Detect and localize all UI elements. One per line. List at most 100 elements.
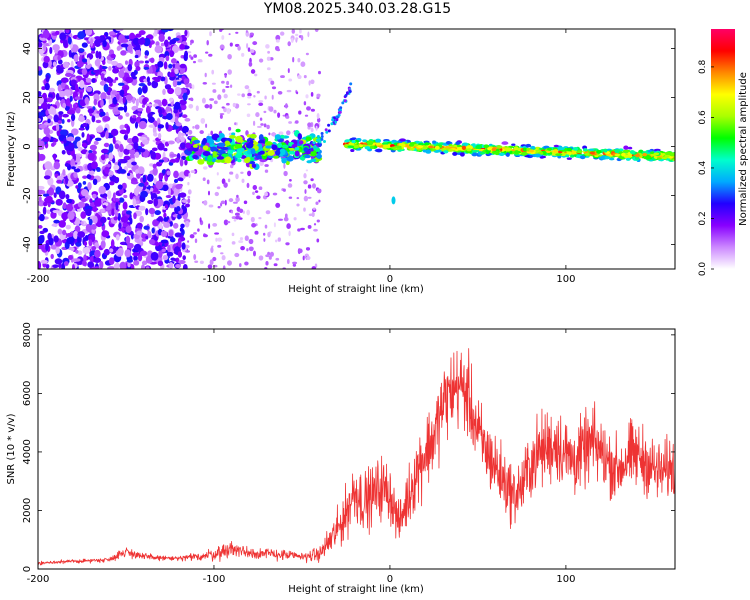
spectrogram-cell <box>114 143 120 150</box>
spectrogram-cell <box>289 147 295 151</box>
spectrogram-cell <box>297 228 301 232</box>
spectrogram-cell <box>137 107 144 112</box>
spectrogram-cell <box>305 52 309 56</box>
spectrogram-cell <box>66 198 73 204</box>
spectrogram-cell <box>226 102 230 106</box>
spectrogram-y-label: Frequency (Hz) <box>6 111 17 187</box>
spectrogram-cell <box>566 147 573 152</box>
spectrogram-cell <box>219 114 223 119</box>
spectrogram-cell <box>55 92 60 101</box>
spectrogram-cell <box>303 207 306 212</box>
spectrogram-cell <box>126 259 134 263</box>
colorbar: 0.0 0.2 0.4 0.6 0.8 Normalized spectral ampl… <box>698 29 749 276</box>
spectrogram-cell <box>42 136 50 143</box>
spectrogram-cell <box>135 65 141 72</box>
spectrogram-cell <box>149 66 153 74</box>
spectrogram-cell <box>85 77 92 83</box>
spectrogram-cell <box>62 113 69 118</box>
spectrogram-cell <box>144 60 149 64</box>
spectrogram-cell <box>94 36 101 40</box>
spectrogram-cell <box>67 211 75 221</box>
spectrogram-cell <box>116 46 121 51</box>
spectrogram-cell <box>214 232 220 235</box>
spectrogram-cell <box>221 35 225 40</box>
spectrogram-cell <box>283 163 286 169</box>
spectrogram-cell <box>150 187 154 192</box>
spectrogram-cell <box>132 198 137 207</box>
spectrogram-cell <box>235 31 239 34</box>
spectrogram-cell <box>258 99 264 103</box>
spectrogram-cell <box>173 178 179 184</box>
spectrogram-cell <box>106 95 111 100</box>
spectrogram-cell <box>58 111 64 115</box>
spectrogram-cell <box>312 141 316 145</box>
spectrogram-cell <box>270 80 275 85</box>
spectrogram-cell <box>38 261 42 269</box>
spectrogram-cell <box>203 200 208 206</box>
spectrogram-cell <box>461 142 469 147</box>
spectrogram-cell <box>216 186 221 190</box>
spectrogram-cell <box>155 41 160 47</box>
spectrogram-cell <box>307 122 312 128</box>
spectrogram-cell <box>85 64 91 69</box>
spectrogram-cell <box>310 158 317 163</box>
spectrogram-cell <box>122 210 127 214</box>
spectrogram-cell <box>295 33 299 37</box>
spectrogram-cell <box>238 208 244 214</box>
spectrogram-cell <box>80 189 89 197</box>
spectrogram-cell <box>238 240 244 244</box>
spectrogram-cell <box>229 164 234 169</box>
spectrogram-cell <box>177 131 182 139</box>
spectrogram-cell <box>122 201 128 210</box>
spectrogram-cell <box>189 42 192 46</box>
spectrogram-cell <box>259 150 265 155</box>
spectrogram-cell <box>165 194 172 199</box>
spectrogram-cell <box>87 108 95 114</box>
spectrogram-x-tick-label: -200 <box>27 274 50 285</box>
spectrogram-cell <box>77 31 85 40</box>
spectrogram-cell <box>246 113 251 118</box>
spectrogram-cell <box>111 90 118 95</box>
spectrogram-cell <box>41 102 48 109</box>
spectrogram-cell <box>148 124 156 128</box>
spectrogram-cell <box>164 204 168 209</box>
spectrogram-cell <box>56 179 63 184</box>
spectrogram-cell <box>221 255 226 261</box>
spectrogram-cell <box>291 29 296 34</box>
spectrogram-cell <box>126 172 131 176</box>
spectrogram-cell <box>167 140 175 145</box>
spectrogram-cell <box>221 48 224 51</box>
spectrogram-cell <box>71 166 76 170</box>
spectrogram-cell <box>448 149 454 152</box>
spectrogram-cell <box>273 109 277 114</box>
spectrogram-cell <box>123 104 128 113</box>
spectrogram-cell <box>99 111 106 117</box>
spectrogram-cell <box>318 140 322 144</box>
spectrogram-cell <box>162 254 169 261</box>
spectrogram-cell <box>179 43 185 50</box>
spectrogram-cell <box>99 64 103 74</box>
spectrogram-cell <box>38 185 45 190</box>
snr-x-tick-label: 0 <box>387 574 393 585</box>
spectrogram-cell <box>258 216 262 220</box>
spectrogram-cell <box>232 201 238 204</box>
spectrogram-cell <box>191 84 195 90</box>
spectrogram-cell <box>131 135 139 144</box>
spectrogram-cell <box>268 255 272 260</box>
spectrogram-cell <box>277 237 282 242</box>
spectrogram-cell <box>381 142 389 146</box>
spectrogram-cell <box>52 44 60 51</box>
spectrogram-cell <box>224 74 227 78</box>
spectrogram-cell <box>163 212 167 219</box>
spectrogram-cell <box>137 253 143 262</box>
spectrogram-cell <box>223 182 228 188</box>
spectrogram-cell <box>166 112 173 121</box>
spectrogram-cell <box>81 132 85 138</box>
spectrogram-cell <box>177 239 182 248</box>
spectrogram-cell <box>117 106 125 111</box>
spectrogram-cell <box>125 76 134 84</box>
spectrogram-cell <box>250 216 255 223</box>
spectrogram-cell <box>272 192 278 196</box>
spectrogram-cell <box>92 69 100 74</box>
spectrogram-cell <box>553 149 559 154</box>
